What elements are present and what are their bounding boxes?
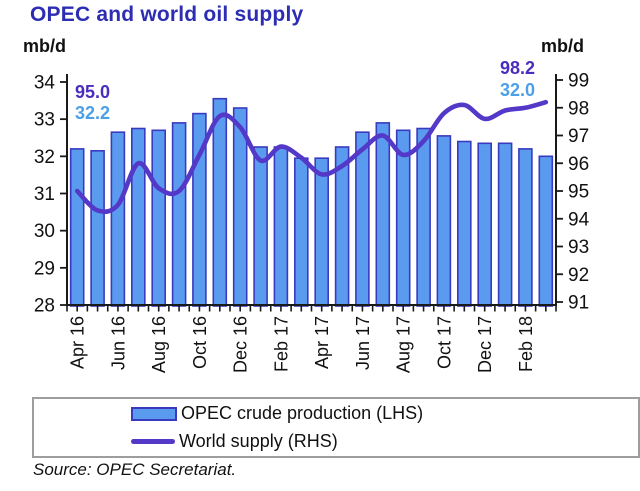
left-axis-unit: mb/d xyxy=(23,36,66,56)
left-axis-tick-label: 34 xyxy=(34,73,56,94)
left-axis-tick-label: 28 xyxy=(34,296,55,317)
right-axis-tick-label: 93 xyxy=(568,237,589,258)
opec-bar-feb-17 xyxy=(273,146,289,307)
opec-bar-may-16 xyxy=(90,150,105,307)
x-axis-label-aug-16: Aug 16 xyxy=(149,316,169,373)
x-axis-label-jun-17: Jun 17 xyxy=(353,316,373,370)
page-title: OPEC and world oil supply xyxy=(30,3,304,26)
opec-bar-jun-16 xyxy=(110,131,126,307)
opec-bar-oct-17 xyxy=(436,135,452,307)
opec-bar-aug-16 xyxy=(151,129,166,307)
annotation-last-world-supply: 98.2 xyxy=(499,58,535,78)
legend-item-opec-production: OPEC crude production (LHS) xyxy=(131,403,638,424)
left-axis-tick-label: 29 xyxy=(34,258,55,279)
left-axis-tick-label: 32 xyxy=(34,147,55,168)
opec-bar-sep-16 xyxy=(171,122,187,307)
x-axis-label-feb-18: Feb 18 xyxy=(516,316,536,372)
right-axis-unit: mb/d xyxy=(541,36,584,56)
x-axis-label-dec-16: Dec 16 xyxy=(231,316,251,373)
opec-bar-jan-18 xyxy=(497,142,513,307)
annotation-first-world-supply: 95.0 xyxy=(75,82,111,102)
annotation-first-opec-production: 32.2 xyxy=(75,103,111,123)
opec-bar-apr-16 xyxy=(69,148,85,307)
legend-bar-swatch-icon xyxy=(131,406,177,421)
x-axis-label-feb-17: Feb 17 xyxy=(271,316,291,372)
right-axis-tick-label: 97 xyxy=(568,126,589,147)
x-axis-label-apr-16: Apr 16 xyxy=(68,316,88,369)
opec-bar-jul-17 xyxy=(375,122,391,307)
x-axis-label-aug-17: Aug 17 xyxy=(394,316,414,373)
world-supply-line xyxy=(74,99,549,215)
right-axis-tick-label: 96 xyxy=(568,154,589,175)
right-axis-tick-label: 91 xyxy=(568,293,589,314)
legend-line-swatch-icon xyxy=(131,439,175,444)
legend-bar-label: OPEC crude production (LHS) xyxy=(181,403,424,423)
opec-bar-sep-17 xyxy=(416,127,431,307)
opec-bar-dec-17 xyxy=(477,142,493,307)
x-axis-label-oct-17: Oct 17 xyxy=(434,316,454,369)
legend: OPEC crude production (LHS) World supply… xyxy=(32,397,640,458)
right-axis-tick-label: 95 xyxy=(568,182,589,203)
opec-bar-nov-16 xyxy=(212,97,228,307)
left-axis-tick-label: 33 xyxy=(34,110,55,131)
opec-bar-apr-17 xyxy=(314,157,330,307)
opec-bar-jun-17 xyxy=(355,131,370,307)
opec-bar-mar-17 xyxy=(293,157,309,307)
left-axis-tick-label: 30 xyxy=(34,221,55,242)
right-axis-tick-label: 92 xyxy=(568,265,589,286)
source-note: Source: OPEC Secretariat. xyxy=(33,460,237,479)
x-axis-label-apr-17: Apr 17 xyxy=(312,316,332,369)
x-axis-label-oct-16: Oct 16 xyxy=(190,316,210,369)
right-axis-tick-label: 98 xyxy=(568,98,589,119)
annotation-last-opec-production: 32.0 xyxy=(499,80,535,100)
legend-item-world-supply: World supply (RHS) xyxy=(131,431,638,452)
opec-bar-jul-16 xyxy=(131,127,146,307)
opec-bar-jan-17 xyxy=(253,146,268,307)
x-axis-label-jun-16: Jun 16 xyxy=(108,316,128,370)
opec-bar-mar-18 xyxy=(538,155,554,307)
legend-line-label: World supply (RHS) xyxy=(179,431,338,451)
right-axis-tick-label: 94 xyxy=(568,209,590,230)
left-axis-tick-label: 31 xyxy=(34,184,55,205)
right-axis-tick-label: 99 xyxy=(568,71,589,92)
x-axis-label-dec-17: Dec 17 xyxy=(475,316,495,373)
opec-bar-feb-18 xyxy=(518,148,533,307)
opec-bar-nov-17 xyxy=(456,140,472,307)
